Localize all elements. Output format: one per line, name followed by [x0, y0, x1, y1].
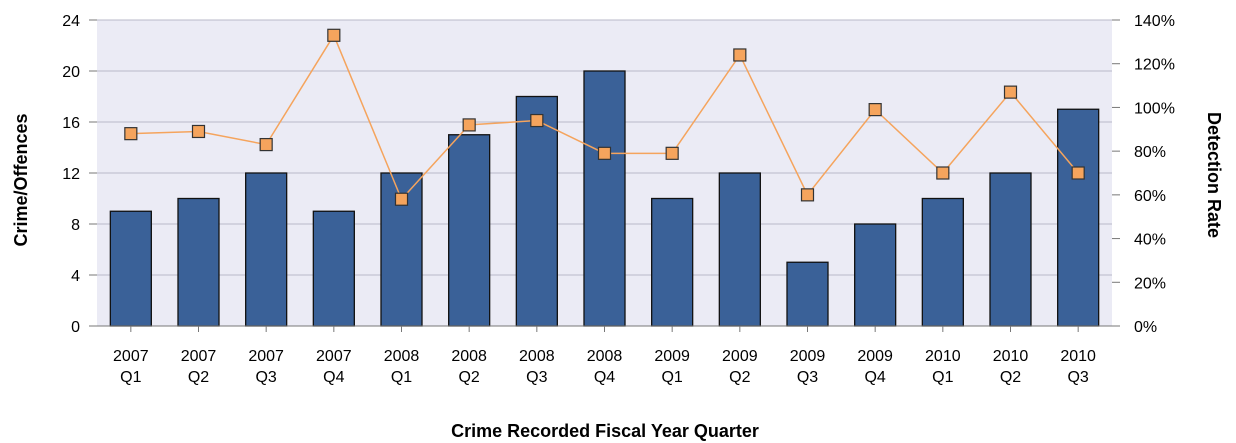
- detection-rate-marker: [1003, 85, 1018, 99]
- x-tick-label-line: Q1: [932, 369, 953, 386]
- x-tick-label-line: Q2: [729, 369, 750, 386]
- x-tick-label: 2009 Q1: [654, 348, 690, 386]
- x-tick-label-line: Q3: [526, 369, 547, 386]
- y-axis-left-title: Crime/Offences: [11, 113, 31, 246]
- detection-rate-series: [124, 28, 1085, 206]
- x-tick-label-line: 2009: [654, 348, 690, 365]
- x-tick-label-line: 2007: [181, 348, 217, 365]
- y2-tick-label: 100%: [1134, 100, 1175, 117]
- x-tick-label: 2009 Q3: [790, 348, 826, 386]
- bar: [651, 197, 694, 327]
- x-tick-label-line: 2008: [384, 348, 420, 365]
- y2-tick-label: 0%: [1134, 319, 1157, 336]
- x-tick-label-line: Q1: [661, 369, 682, 386]
- bar: [786, 261, 829, 327]
- detection-rate-marker: [1071, 166, 1085, 180]
- x-tick-label: 2010 Q2: [993, 348, 1029, 386]
- y2-tick-label: 20%: [1134, 275, 1166, 292]
- y2-tick-label: 40%: [1134, 232, 1166, 249]
- x-tick-label: 2007 Q2: [181, 348, 217, 386]
- y-axis-left-ticks: 0 4 8 12 16 20 24: [62, 13, 97, 336]
- y2-tick-label: 120%: [1134, 57, 1175, 74]
- y-tick-label: 4: [71, 268, 80, 285]
- y-tick-label: 24: [62, 13, 80, 30]
- detection-rate-marker: [259, 137, 273, 152]
- y-tick-label: 16: [62, 115, 80, 132]
- x-tick-label: 2007 Q3: [248, 348, 284, 386]
- x-tick-label: 2008 Q4: [587, 348, 623, 386]
- x-tick-label-line: 2007: [248, 348, 284, 365]
- detection-rate-marker: [394, 192, 409, 206]
- x-tick-label-line: Q4: [594, 369, 615, 386]
- detection-rate-marker: [530, 113, 544, 128]
- bar: [109, 210, 152, 327]
- x-tick-label-line: Q2: [1000, 369, 1021, 386]
- bar: [245, 172, 288, 327]
- x-tick-label-line: 2009: [790, 348, 826, 365]
- bar-series: [109, 70, 1100, 327]
- detection-rate-marker: [665, 146, 679, 160]
- bar: [718, 172, 761, 327]
- x-tick-label-line: Q1: [391, 369, 412, 386]
- bar: [989, 172, 1032, 327]
- detection-rate-marker: [327, 28, 341, 42]
- x-tick-label-line: 2008: [451, 348, 487, 365]
- x-tick-label-line: 2008: [519, 348, 555, 365]
- detection-rate-marker: [597, 146, 612, 160]
- bar: [515, 95, 558, 327]
- y2-tick-label: 60%: [1134, 188, 1166, 205]
- detection-rate-marker: [191, 124, 206, 139]
- y-axis-right-title: Detection Rate: [1204, 112, 1224, 238]
- x-tick-label-line: 2010: [925, 348, 961, 365]
- y-tick-label: 12: [62, 166, 80, 183]
- x-tick-label: 2008 Q2: [451, 348, 487, 386]
- detection-rate-marker: [462, 118, 476, 132]
- y2-tick-label: 80%: [1134, 144, 1166, 161]
- y-axis-right-ticks: 0% 20% 40% 60% 80% 100% 120% 140%: [1112, 13, 1175, 336]
- x-tick-label-line: Q1: [120, 369, 141, 386]
- x-tick-label-line: Q3: [797, 369, 818, 386]
- x-tick-label-line: Q2: [458, 369, 479, 386]
- bar: [921, 197, 964, 327]
- x-tick-label-line: 2008: [587, 348, 623, 365]
- detection-rate-marker: [733, 48, 747, 62]
- x-tick-label: 2009 Q2: [722, 348, 758, 386]
- y-tick-label: 0: [71, 319, 80, 336]
- y-tick-label: 8: [71, 217, 80, 234]
- y-tick-label: 20: [62, 64, 80, 81]
- bar: [854, 223, 897, 327]
- x-tick-label: 2010 Q1: [925, 348, 961, 386]
- bar: [177, 197, 220, 327]
- x-tick-label-line: 2007: [113, 348, 149, 365]
- x-tick-label-line: 2007: [316, 348, 352, 365]
- y2-tick-label: 140%: [1134, 13, 1175, 30]
- bar: [583, 70, 626, 327]
- x-tick-label-line: Q3: [255, 369, 276, 386]
- x-axis-title: Crime Recorded Fiscal Year Quarter: [451, 421, 759, 441]
- x-tick-label-line: Q3: [1067, 369, 1088, 386]
- bar: [1057, 108, 1100, 327]
- x-tick-label-line: 2009: [722, 348, 758, 365]
- x-tick-label-line: 2010: [1060, 348, 1096, 365]
- x-tick-label-line: Q2: [188, 369, 209, 386]
- x-tick-label-line: Q4: [864, 369, 885, 386]
- detection-rate-marker: [800, 188, 815, 202]
- detection-rate-marker: [936, 166, 950, 180]
- x-tick-label-line: 2010: [993, 348, 1029, 365]
- x-tick-label: 2010 Q3: [1060, 348, 1096, 386]
- x-tick-label: 2007 Q1: [113, 348, 149, 386]
- x-tick-label: 2007 Q4: [316, 348, 352, 386]
- x-tick-label-line: 2009: [857, 348, 893, 365]
- detection-rate-marker: [868, 103, 882, 117]
- x-tick-label: 2008 Q1: [384, 348, 420, 386]
- x-tick-label-line: Q4: [323, 369, 344, 386]
- detection-rate-marker: [124, 127, 138, 141]
- bar: [448, 134, 491, 327]
- x-tick-label: 2009 Q4: [857, 348, 893, 386]
- bar: [312, 210, 355, 327]
- x-tick-label: 2008 Q3: [519, 348, 555, 386]
